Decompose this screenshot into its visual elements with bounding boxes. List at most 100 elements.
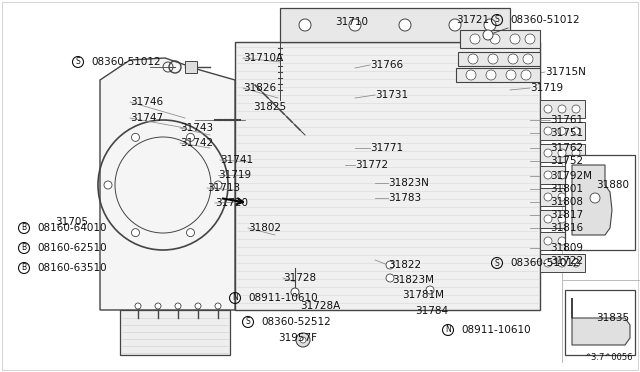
- Text: 08360-52512: 08360-52512: [261, 317, 331, 327]
- Text: 31781M: 31781M: [402, 290, 444, 300]
- Circle shape: [488, 54, 498, 64]
- Text: ^3.7^0056: ^3.7^0056: [584, 353, 632, 362]
- Text: B: B: [21, 224, 27, 232]
- Circle shape: [386, 274, 394, 282]
- Text: 31817: 31817: [550, 210, 583, 220]
- Text: 31802: 31802: [248, 223, 281, 233]
- Text: S: S: [495, 16, 499, 25]
- Text: S: S: [246, 317, 250, 327]
- Text: 31719: 31719: [218, 170, 251, 180]
- Text: 31766: 31766: [370, 60, 403, 70]
- Circle shape: [572, 127, 580, 135]
- Text: 08911-10610: 08911-10610: [248, 293, 317, 303]
- Text: 31741: 31741: [220, 155, 253, 165]
- Circle shape: [544, 105, 552, 113]
- Circle shape: [544, 193, 552, 201]
- Circle shape: [490, 34, 500, 44]
- Text: 08160-62510: 08160-62510: [37, 243, 107, 253]
- Text: 31826: 31826: [243, 83, 276, 93]
- Text: 31957F: 31957F: [278, 333, 317, 343]
- Circle shape: [572, 171, 580, 179]
- Bar: [540, 232, 585, 250]
- Circle shape: [544, 237, 552, 245]
- Text: 31719: 31719: [530, 83, 563, 93]
- Text: 31743: 31743: [180, 123, 213, 133]
- Circle shape: [508, 54, 518, 64]
- Text: 31823M: 31823M: [392, 275, 434, 285]
- Text: 31713: 31713: [207, 183, 240, 193]
- Bar: [460, 30, 540, 48]
- Text: 31772: 31772: [355, 160, 388, 170]
- Text: 31783: 31783: [388, 193, 421, 203]
- Text: 31710: 31710: [335, 17, 368, 27]
- Text: B: B: [21, 263, 27, 273]
- Circle shape: [291, 288, 299, 296]
- Circle shape: [214, 181, 222, 189]
- Text: 31823N: 31823N: [388, 178, 429, 188]
- Polygon shape: [572, 298, 630, 345]
- Text: 31747: 31747: [130, 113, 163, 123]
- Polygon shape: [120, 310, 230, 355]
- Circle shape: [186, 229, 195, 237]
- Text: 31720: 31720: [215, 198, 248, 208]
- Circle shape: [349, 19, 361, 31]
- Circle shape: [590, 193, 600, 203]
- Text: 31728A: 31728A: [300, 301, 340, 311]
- Circle shape: [558, 105, 566, 113]
- Polygon shape: [100, 58, 235, 310]
- Bar: [540, 122, 585, 140]
- Text: S: S: [495, 259, 499, 267]
- Text: 31751: 31751: [550, 128, 583, 138]
- Circle shape: [558, 259, 566, 267]
- Circle shape: [426, 286, 434, 294]
- Text: 31746: 31746: [130, 97, 163, 107]
- Circle shape: [104, 181, 112, 189]
- Text: 31715N: 31715N: [545, 67, 586, 77]
- Bar: [565, 290, 635, 355]
- Bar: [235, 42, 540, 310]
- Circle shape: [558, 171, 566, 179]
- Bar: [185, 61, 197, 73]
- Text: S: S: [76, 58, 81, 67]
- Circle shape: [483, 30, 493, 40]
- Circle shape: [544, 149, 552, 157]
- Bar: [540, 144, 585, 162]
- Circle shape: [449, 19, 461, 31]
- Circle shape: [544, 259, 552, 267]
- Bar: [540, 188, 585, 206]
- Text: 31710A: 31710A: [243, 53, 283, 63]
- Text: N: N: [445, 326, 451, 334]
- Text: 31722: 31722: [550, 256, 583, 266]
- Circle shape: [486, 70, 496, 80]
- Text: 31835: 31835: [596, 313, 629, 323]
- Text: B: B: [21, 244, 27, 253]
- Text: 31816: 31816: [550, 223, 583, 233]
- Text: 08160-64010: 08160-64010: [37, 223, 106, 233]
- Circle shape: [135, 303, 141, 309]
- Bar: [456, 68, 540, 82]
- Circle shape: [558, 237, 566, 245]
- Circle shape: [558, 215, 566, 223]
- Text: 31808: 31808: [550, 197, 583, 207]
- Circle shape: [572, 193, 580, 201]
- Circle shape: [468, 54, 478, 64]
- Circle shape: [510, 34, 520, 44]
- Circle shape: [386, 261, 394, 269]
- Bar: [565, 155, 635, 250]
- Text: 31705: 31705: [55, 217, 88, 227]
- Circle shape: [296, 333, 310, 347]
- Circle shape: [525, 34, 535, 44]
- Text: 08360-51012: 08360-51012: [510, 258, 580, 268]
- Circle shape: [572, 105, 580, 113]
- Text: 08160-63510: 08160-63510: [37, 263, 107, 273]
- Text: 31721: 31721: [456, 15, 489, 25]
- Text: 31825: 31825: [253, 102, 286, 112]
- Circle shape: [195, 303, 201, 309]
- Circle shape: [215, 303, 221, 309]
- Text: 31784: 31784: [415, 306, 448, 316]
- Circle shape: [572, 259, 580, 267]
- Bar: [540, 254, 585, 272]
- Circle shape: [572, 149, 580, 157]
- Text: 31742: 31742: [180, 138, 213, 148]
- Text: 31752: 31752: [550, 156, 583, 166]
